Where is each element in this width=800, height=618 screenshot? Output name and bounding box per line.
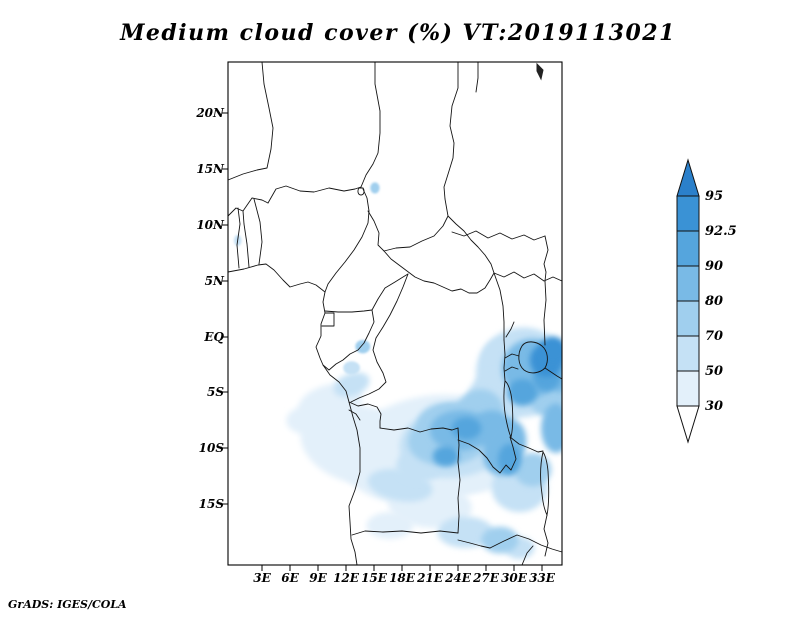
cloud-region [513,452,552,487]
x-tick-label: 27E [472,571,500,585]
colorbar-label: 30 [705,399,723,414]
y-tick-label: 15N [196,162,225,176]
colorbar-segment [676,370,700,407]
x-tick-label: 9E [309,571,327,585]
x-tick-label: 30E [501,571,528,585]
x-tick-label: 6E [281,571,299,585]
cloud-region [507,379,538,406]
colorbar-segment [676,265,700,302]
lakes-layer [357,187,550,517]
cloud-region [540,336,562,364]
colorbar [676,158,700,444]
country-borders-layer [227,61,563,566]
y-tick-label: 10S [199,441,225,455]
lake-tanganyika [503,380,514,439]
lake-victoria [518,341,548,374]
cloud-region [343,361,360,375]
x-tick-label: 12E [333,571,360,585]
cloud-region [300,404,420,486]
cloud-region [481,526,519,554]
colorbar-label: 80 [705,294,723,309]
cloud-region [437,516,494,548]
chart-title: Medium cloud cover (%) VT:2019113021 [119,20,676,46]
x-tick-label: 33E [529,571,556,585]
cloud-region [333,372,370,397]
credit-text: GrADS: IGES/COLA [8,598,127,611]
x-tick-label: 15E [361,571,388,585]
y-tick-label: EQ [203,330,224,344]
x-tick-label: 24E [444,571,472,585]
y-tick-label: 20N [195,106,225,120]
x-tick-label: 18E [389,571,416,585]
y-axis-labels: 20N 15N 10N 5N EQ 5S 10S 15S [195,106,225,511]
colorbar-segment [676,335,700,372]
colorbar-segment [676,195,700,232]
colorbar-label: 95 [705,189,723,204]
x-axis-labels: 3E 6E 9E 12E 15E 18E 21E 24E 27E 30E 33E [253,571,556,585]
cloud-region [541,403,562,453]
axis-ticks [222,112,543,571]
y-tick-label: 5S [207,385,224,399]
cloud-region [451,417,482,440]
colorbar-labels: 95 92.5 90 80 70 50 30 [705,189,737,414]
plot-frame [227,61,563,566]
colorbar-top-arrow [676,158,700,197]
cloud-region [432,446,459,467]
cloud-region [366,512,414,539]
lake-malawi [540,450,550,517]
cloud-shading-layer [234,182,562,560]
x-tick-label: 21E [416,571,444,585]
colorbar-label: 50 [705,364,723,379]
y-tick-label: 15S [199,497,225,511]
colorbar-segment [676,230,700,267]
lake-chad [357,187,365,196]
nile-lake-mark [536,62,544,81]
colorbar-label: 92.5 [705,224,737,239]
colorbar-label: 70 [705,329,723,344]
cloud-region [370,182,380,194]
cloud-region [286,407,324,434]
colorbar-label: 90 [705,259,723,274]
colorbar-bottom-arrow [676,405,700,444]
y-tick-label: 5N [205,274,225,288]
colorbar-segment [676,300,700,337]
x-tick-label: 3E [253,571,271,585]
y-tick-label: 10N [196,218,225,232]
cloud-region [355,339,371,354]
